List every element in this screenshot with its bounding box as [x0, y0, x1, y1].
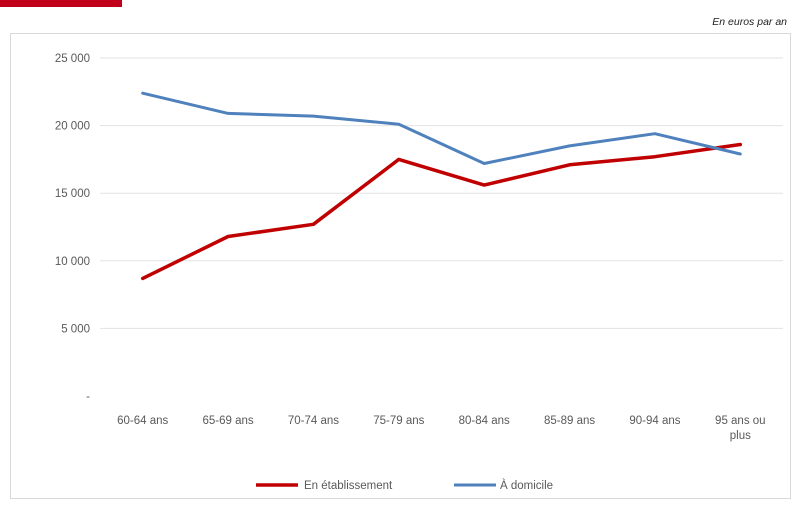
chart-frame	[10, 33, 791, 499]
y-tick-label: 25 000	[55, 53, 90, 65]
y-axis-ticks: - 5 000 10 000 15 000 20 000 25 000	[55, 53, 90, 403]
y-tick-label: 10 000	[55, 256, 90, 268]
y-tick-label: 20 000	[55, 121, 90, 133]
gridlines	[100, 57, 783, 329]
series-line-1	[140, 142, 743, 281]
x-tick-label: 70-74 ans	[288, 415, 339, 427]
legend-label: En établissement	[304, 480, 393, 492]
x-tick-label: 60-64 ans	[117, 415, 168, 427]
x-tick-label: 75-79 ans	[373, 415, 424, 427]
y-tick-label: 15 000	[55, 188, 90, 200]
legend: En établissement À domicile	[256, 479, 553, 492]
series-lines	[140, 91, 743, 281]
legend-label: À domicile	[500, 479, 553, 492]
x-tick-label: 90-94 ans	[629, 415, 680, 427]
units-note: En euros par an	[712, 16, 787, 28]
x-axis-ticks: 60-64 ans 65-69 ans 70-74 ans 75-79 ans 80-8…	[117, 415, 765, 442]
x-tick-label: 80-84 ans	[459, 415, 510, 427]
y-tick-label: 5 000	[61, 323, 90, 335]
x-tick-label: 85-89 ans	[544, 415, 595, 427]
header-accent-bar	[0, 0, 122, 7]
x-tick-label: 95 ans ou plus	[715, 415, 766, 442]
y-tick-label: -	[86, 391, 90, 403]
series-line-2	[141, 91, 742, 165]
x-tick-label: 65-69 ans	[202, 415, 253, 427]
